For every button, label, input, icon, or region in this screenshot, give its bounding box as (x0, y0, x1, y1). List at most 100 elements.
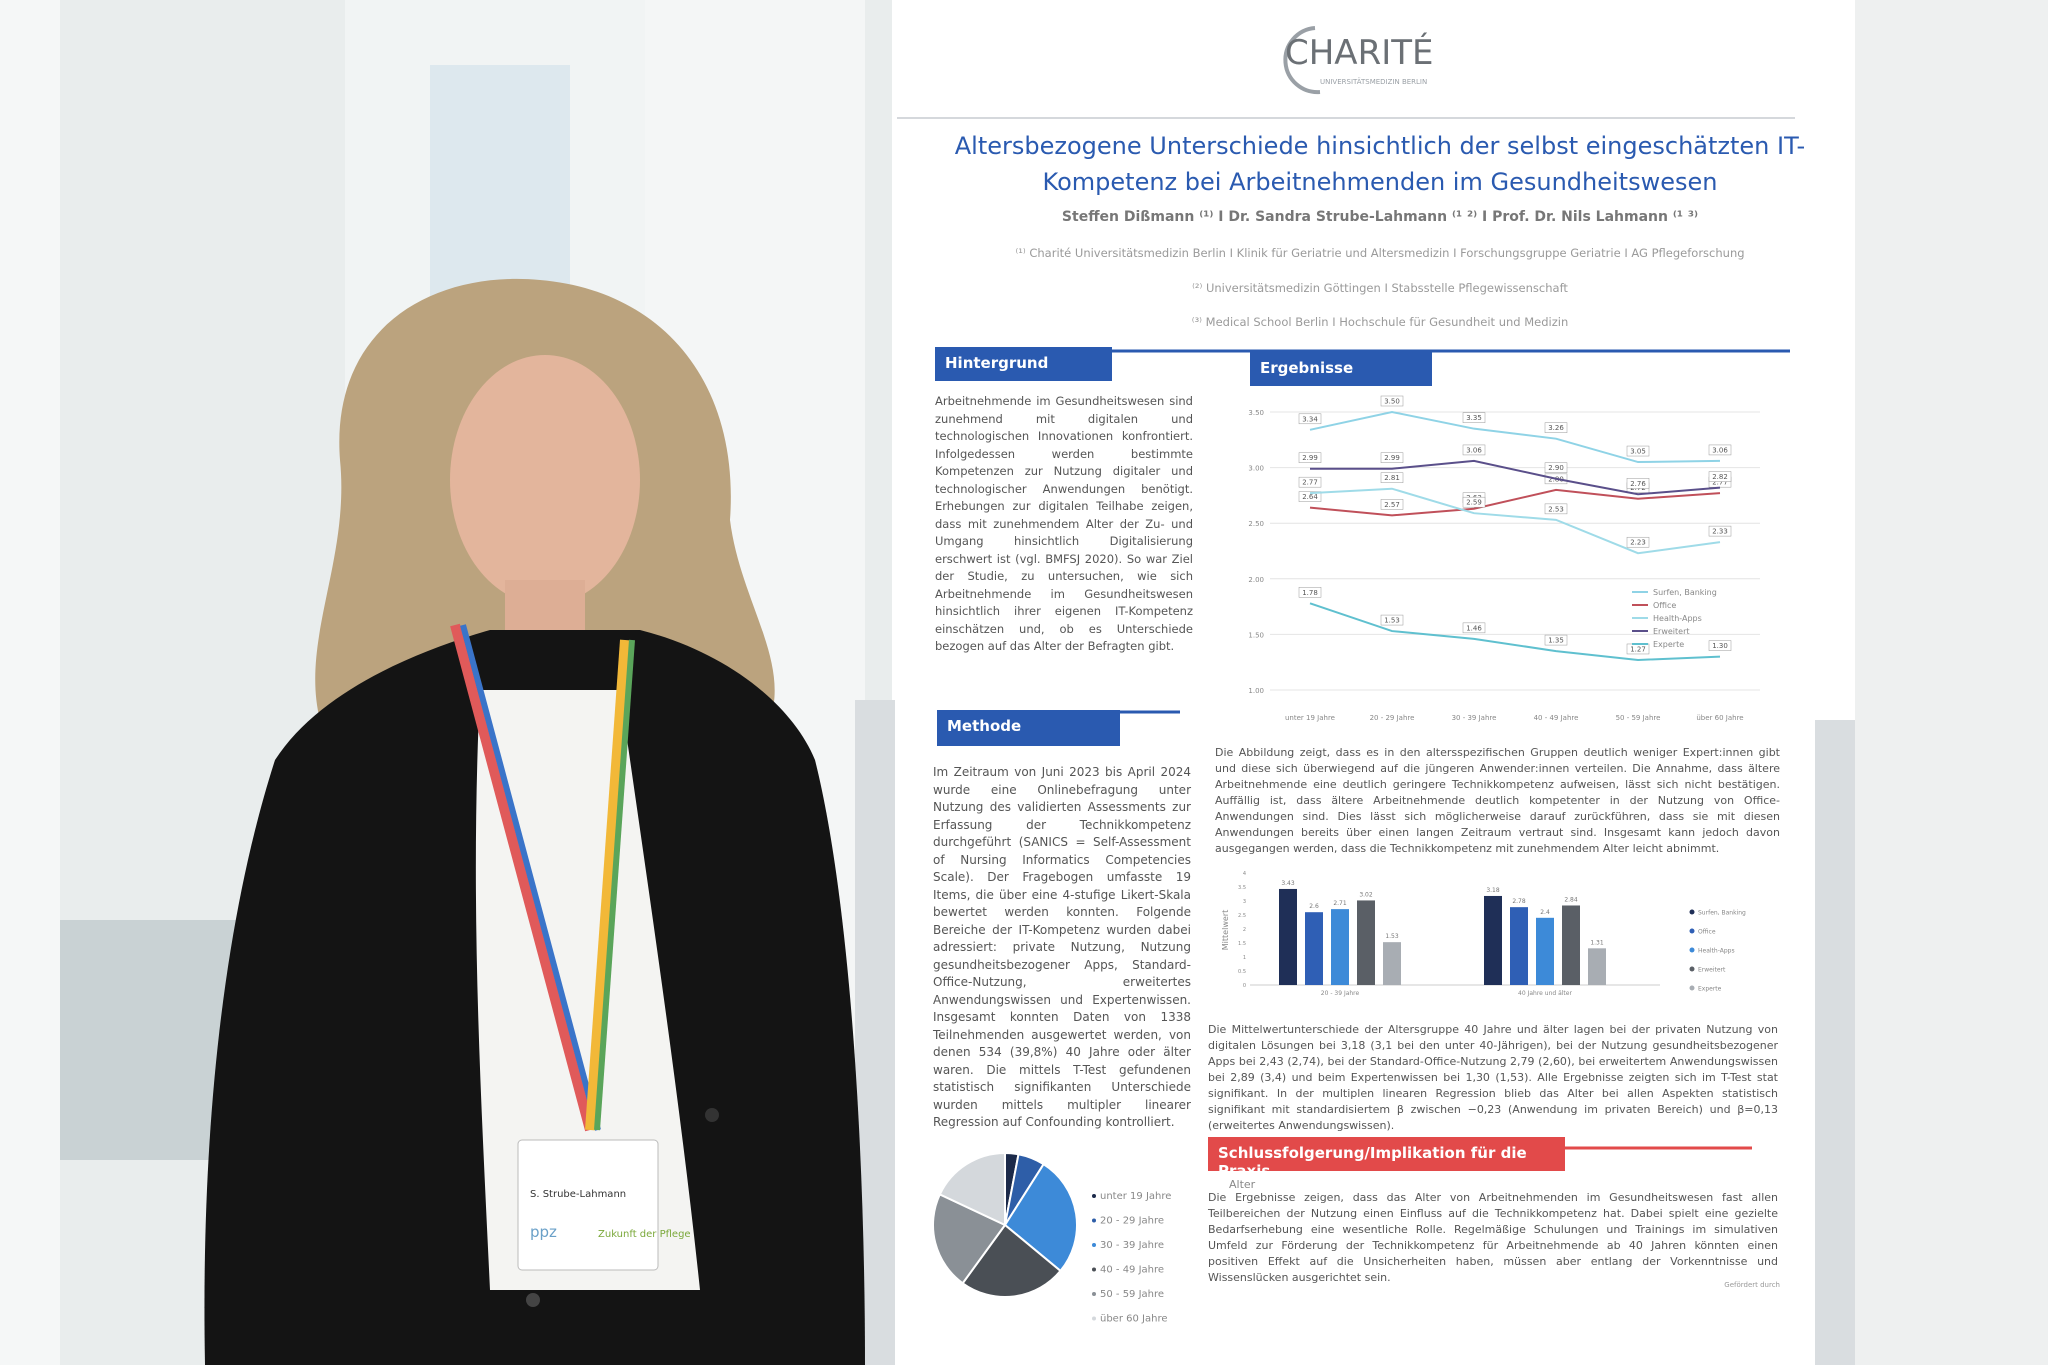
value-label: 2.78 (1512, 898, 1526, 905)
value-label-box (1626, 445, 1650, 457)
bar (1510, 907, 1528, 985)
x-tick-label: 40 - 49 Jahre (1534, 714, 1579, 722)
badge (517, 1139, 659, 1271)
y-tick-label: 0 (1243, 983, 1246, 989)
logo: CHARITÉ (1285, 32, 1433, 73)
lanyard (585, 639, 630, 1131)
logo-mark (1283, 26, 1321, 95)
value-label: 1.53 (1384, 617, 1400, 625)
x-tick-label: 40 Jahre und älter (1518, 990, 1572, 997)
legend-swatch (1092, 1267, 1096, 1272)
legend-label: Office (1653, 601, 1676, 610)
y-tick-label: 2 (1243, 927, 1246, 933)
value-label-box (1380, 472, 1404, 483)
value-label: 2.84 (1564, 896, 1578, 903)
face (450, 355, 640, 605)
line (1309, 487, 1721, 555)
value-label-box (1544, 422, 1568, 433)
value-label-box (1708, 444, 1732, 456)
legend-swatch (1689, 985, 1695, 991)
value-label-box (1462, 444, 1486, 456)
value-label: 2.90 (1548, 464, 1564, 472)
value-label-box (1626, 478, 1650, 489)
y-tick-label: 0.5 (1238, 969, 1246, 975)
value-label: 1.53 (1385, 933, 1399, 940)
section-heading: Schlussfolgerung/Implikation für die Pra… (1208, 1137, 1565, 1180)
legend-swatch (1092, 1218, 1096, 1223)
section-heading: Methode (937, 710, 1120, 746)
value-label: 2.6 (1309, 903, 1319, 910)
paragraph: Die Mittelwertunterschiede der Altersgru… (1208, 1023, 1778, 1132)
value-label: 2.23 (1630, 539, 1646, 547)
affiliation: ⁽¹⁾ Charité Universitätsmedizin Berlin I… (1015, 246, 1745, 260)
value-label-box (1380, 395, 1404, 407)
value-label-box (1708, 640, 1732, 651)
legend-swatch (1689, 928, 1695, 934)
bar (1279, 888, 1297, 985)
y-tick-label: 3.5 (1238, 885, 1246, 891)
bar (1383, 942, 1401, 985)
value-label-box (1544, 503, 1568, 515)
authors: Steffen Dißmann ⁽¹⁾ I Dr. Sandra Strube-… (1061, 209, 1699, 225)
logo-subtitle: UNIVERSITÄTSMEDIZIN BERLIN (1320, 77, 1427, 86)
value-label: 2.76 (1630, 480, 1646, 488)
legend-label: Health-Apps (1653, 614, 1702, 623)
value-label-box (1298, 476, 1322, 488)
value-label: 2.53 (1548, 505, 1564, 513)
value-label: 3.34 (1302, 415, 1318, 423)
lanyard (594, 639, 635, 1131)
pie-slice (961, 1223, 1062, 1298)
paragraph: Arbeitnehmende im Gesundheitswesen sind … (935, 394, 1193, 653)
y-tick-label: 1.50 (1248, 631, 1264, 639)
legend-swatch (1092, 1243, 1096, 1247)
y-tick-label: 2.00 (1248, 576, 1264, 584)
y-tick-label: 3 (1243, 899, 1246, 905)
badge-logo: Zukunft der Pflege (598, 1229, 691, 1240)
value-label: 2.99 (1384, 454, 1400, 462)
bar (1536, 917, 1554, 985)
value-label-box (1708, 471, 1732, 482)
value-label-box (1462, 622, 1486, 634)
line (1309, 410, 1721, 464)
value-label: 3.35 (1466, 414, 1482, 422)
x-tick-label: 50 - 59 Jahre (1616, 714, 1661, 722)
legend-label: 30 - 39 Jahre (1100, 1240, 1164, 1251)
legend-swatch (1092, 1316, 1096, 1321)
legend-label: Experte (1698, 986, 1722, 993)
value-label-box (1462, 412, 1486, 423)
value-label-box (1462, 496, 1486, 508)
paragraph: Die Ergebnisse zeigen, dass das Alter vo… (1208, 1191, 1778, 1284)
legend-swatch (1092, 1194, 1096, 1198)
y-tick-label: 2.50 (1248, 520, 1264, 528)
y-axis-label: Mittelwert (1221, 910, 1230, 950)
x-tick-label: 20 - 29 Jahre (1370, 714, 1415, 722)
poster-title: Altersbezogene Unterschiede hinsichtlich… (954, 132, 1806, 196)
lanyard (460, 624, 601, 1131)
value-label: 1.46 (1466, 624, 1482, 632)
paragraph: Im Zeitraum von Juni 2023 bis April 2024… (933, 765, 1191, 1129)
y-tick-label: 3.50 (1248, 409, 1264, 417)
legend-label: Experte (1653, 640, 1684, 649)
pie-title: Alter (1229, 1178, 1256, 1191)
badge-name: S. Strube-Lahmann (530, 1189, 626, 1200)
bar (1484, 895, 1502, 985)
value-label: 3.06 (1712, 446, 1728, 454)
bar (1562, 905, 1580, 985)
pie-slice (1003, 1162, 1078, 1273)
x-tick-label: unter 19 Jahre (1285, 714, 1335, 722)
legend-label: Surfen, Banking (1698, 910, 1746, 917)
value-label: 2.99 (1302, 454, 1318, 462)
value-label: 1.27 (1630, 645, 1646, 653)
legend-label: Erweitert (1653, 627, 1690, 636)
pillar (0, 0, 60, 1365)
value-label: 3.50 (1384, 398, 1400, 406)
y-tick-label: 1.5 (1238, 941, 1246, 947)
value-label: 1.30 (1712, 642, 1728, 650)
value-label-box (1298, 491, 1322, 502)
section-heading: Hintergrund (935, 347, 1112, 381)
legend-swatch (1689, 909, 1695, 915)
legend-label: Erweitert (1698, 967, 1726, 974)
value-label-box (1380, 499, 1404, 510)
value-label-box (1708, 525, 1732, 537)
